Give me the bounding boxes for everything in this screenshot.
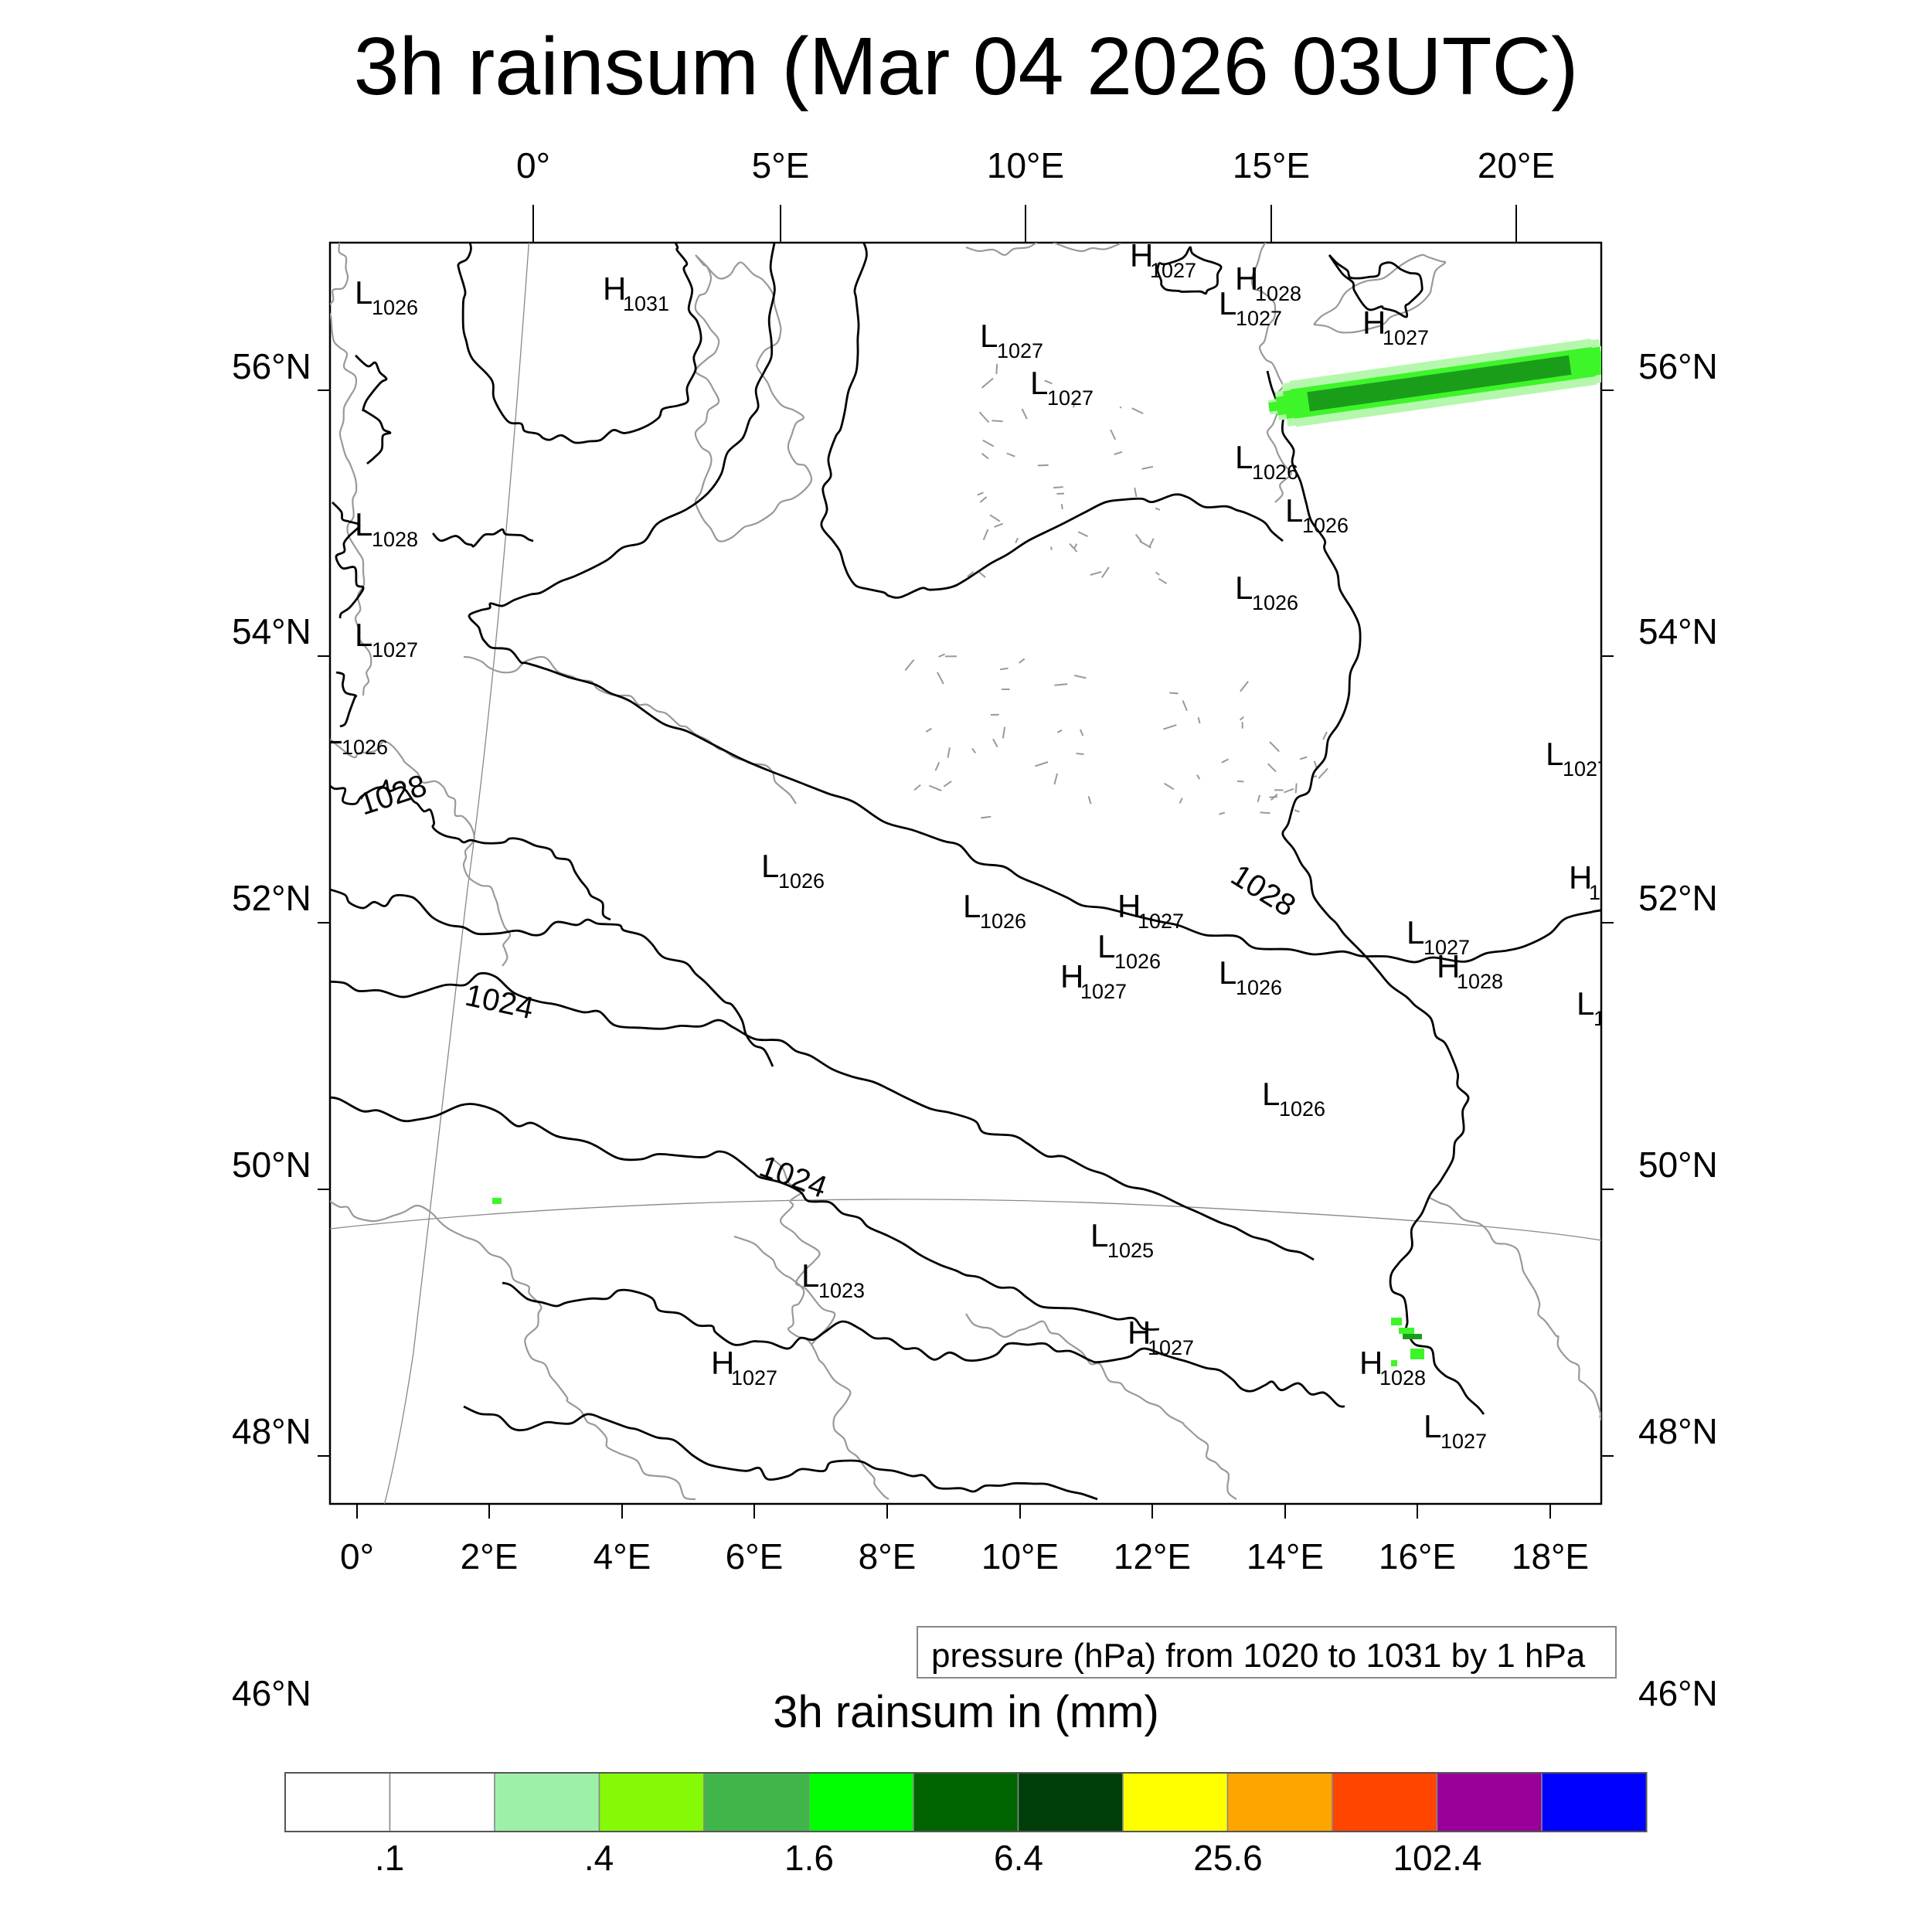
svg-text:1027: 1027 <box>1594 1007 1640 1030</box>
svg-text:1026: 1026 <box>980 910 1026 933</box>
svg-text:16°E: 16°E <box>1379 1536 1456 1577</box>
svg-text:20°E: 20°E <box>1478 145 1555 185</box>
svg-text:1026: 1026 <box>778 869 825 893</box>
svg-text:L: L <box>1285 492 1303 529</box>
svg-text:1025: 1025 <box>1107 1239 1154 1262</box>
svg-text:L: L <box>355 617 372 653</box>
svg-text:L: L <box>1090 1217 1108 1253</box>
svg-text:10°E: 10°E <box>987 145 1064 185</box>
svg-text:10°E: 10°E <box>981 1536 1059 1577</box>
svg-text:L: L <box>980 318 998 354</box>
svg-text:56°N: 56°N <box>1638 346 1718 386</box>
svg-text:46°N: 46°N <box>232 1673 311 1713</box>
svg-text:L: L <box>1406 914 1424 951</box>
svg-text:1027: 1027 <box>1383 326 1429 349</box>
svg-text:52°N: 52°N <box>232 878 311 918</box>
svg-text:L: L <box>801 1257 819 1294</box>
svg-text:1027: 1027 <box>372 638 418 662</box>
svg-text:25.6: 25.6 <box>1193 1838 1263 1878</box>
svg-text:1.6: 1.6 <box>784 1838 834 1878</box>
svg-text:L: L <box>1235 439 1253 475</box>
svg-text:1027: 1027 <box>1440 1430 1487 1453</box>
svg-text:1028: 1028 <box>1589 881 1635 904</box>
svg-text:L: L <box>1423 1408 1441 1444</box>
svg-text:1027: 1027 <box>1080 980 1127 1003</box>
svg-text:1027: 1027 <box>997 339 1043 362</box>
svg-text:102.4: 102.4 <box>1393 1838 1481 1878</box>
svg-text:1026: 1026 <box>1302 514 1349 537</box>
svg-text:12°E: 12°E <box>1114 1536 1191 1577</box>
svg-text:1026: 1026 <box>1114 950 1161 973</box>
svg-text:.4: .4 <box>584 1838 614 1878</box>
svg-text:50°N: 50°N <box>1638 1145 1718 1185</box>
svg-text:1026: 1026 <box>1279 1097 1325 1121</box>
svg-text:1027: 1027 <box>1236 307 1282 330</box>
svg-text:pressure (hPa) from 1020 to 10: pressure (hPa) from 1020 to 1031 by 1 hP… <box>931 1637 1586 1675</box>
svg-text:56°N: 56°N <box>232 346 311 386</box>
svg-text:48°N: 48°N <box>232 1411 311 1451</box>
svg-text:15°E: 15°E <box>1233 145 1310 185</box>
svg-text:L: L <box>355 274 372 311</box>
svg-text:5°E: 5°E <box>752 145 810 185</box>
svg-text:1028: 1028 <box>1379 1366 1426 1389</box>
svg-text:52°N: 52°N <box>1638 878 1718 918</box>
svg-text:1027: 1027 <box>1150 259 1196 282</box>
svg-text:46°N: 46°N <box>1638 1673 1718 1713</box>
svg-text:14°E: 14°E <box>1247 1536 1324 1577</box>
svg-text:1026: 1026 <box>1252 591 1298 614</box>
svg-text:1027: 1027 <box>1138 910 1184 933</box>
svg-text:.1: .1 <box>375 1838 404 1878</box>
svg-text:1027: 1027 <box>1047 386 1094 410</box>
svg-text:3h rainsum (Mar 04 2026 03UTC): 3h rainsum (Mar 04 2026 03UTC) <box>354 21 1579 112</box>
svg-text:6.4: 6.4 <box>994 1838 1043 1878</box>
svg-text:L: L <box>761 848 779 884</box>
svg-text:L: L <box>1030 365 1048 401</box>
svg-text:1028: 1028 <box>1255 282 1301 305</box>
svg-text:L: L <box>1546 736 1563 772</box>
svg-text:1027: 1027 <box>1148 1336 1194 1359</box>
svg-text:54°N: 54°N <box>232 611 311 651</box>
svg-text:L: L <box>1577 985 1594 1022</box>
svg-text:6°E: 6°E <box>726 1536 784 1577</box>
svg-text:1023: 1023 <box>818 1279 865 1302</box>
svg-text:2°E: 2°E <box>461 1536 519 1577</box>
svg-text:L: L <box>325 714 342 750</box>
svg-text:1026: 1026 <box>372 296 418 319</box>
svg-text:1026: 1026 <box>1236 976 1282 999</box>
svg-text:48°N: 48°N <box>1638 1411 1718 1451</box>
svg-text:3h rainsum in (mm): 3h rainsum in (mm) <box>773 1687 1159 1737</box>
svg-text:1028: 1028 <box>1457 970 1503 993</box>
svg-text:4°E: 4°E <box>594 1536 651 1577</box>
svg-text:50°N: 50°N <box>232 1145 311 1185</box>
svg-text:1031: 1031 <box>623 292 669 315</box>
svg-text:8°E: 8°E <box>859 1536 917 1577</box>
svg-text:L: L <box>1219 285 1236 321</box>
svg-text:18°E: 18°E <box>1512 1536 1589 1577</box>
svg-text:L: L <box>963 888 981 924</box>
svg-text:54°N: 54°N <box>1638 611 1718 651</box>
svg-text:L: L <box>1097 928 1115 964</box>
svg-text:0°: 0° <box>340 1536 374 1577</box>
svg-text:L: L <box>1262 1076 1280 1112</box>
svg-text:1026: 1026 <box>342 736 388 759</box>
svg-text:1026: 1026 <box>1252 461 1298 484</box>
svg-text:L: L <box>1235 570 1253 606</box>
svg-text:1027: 1027 <box>731 1366 777 1389</box>
svg-text:1028: 1028 <box>372 528 418 551</box>
svg-text:L: L <box>1219 954 1236 991</box>
svg-text:0°: 0° <box>516 145 550 185</box>
svg-text:L: L <box>355 506 372 543</box>
